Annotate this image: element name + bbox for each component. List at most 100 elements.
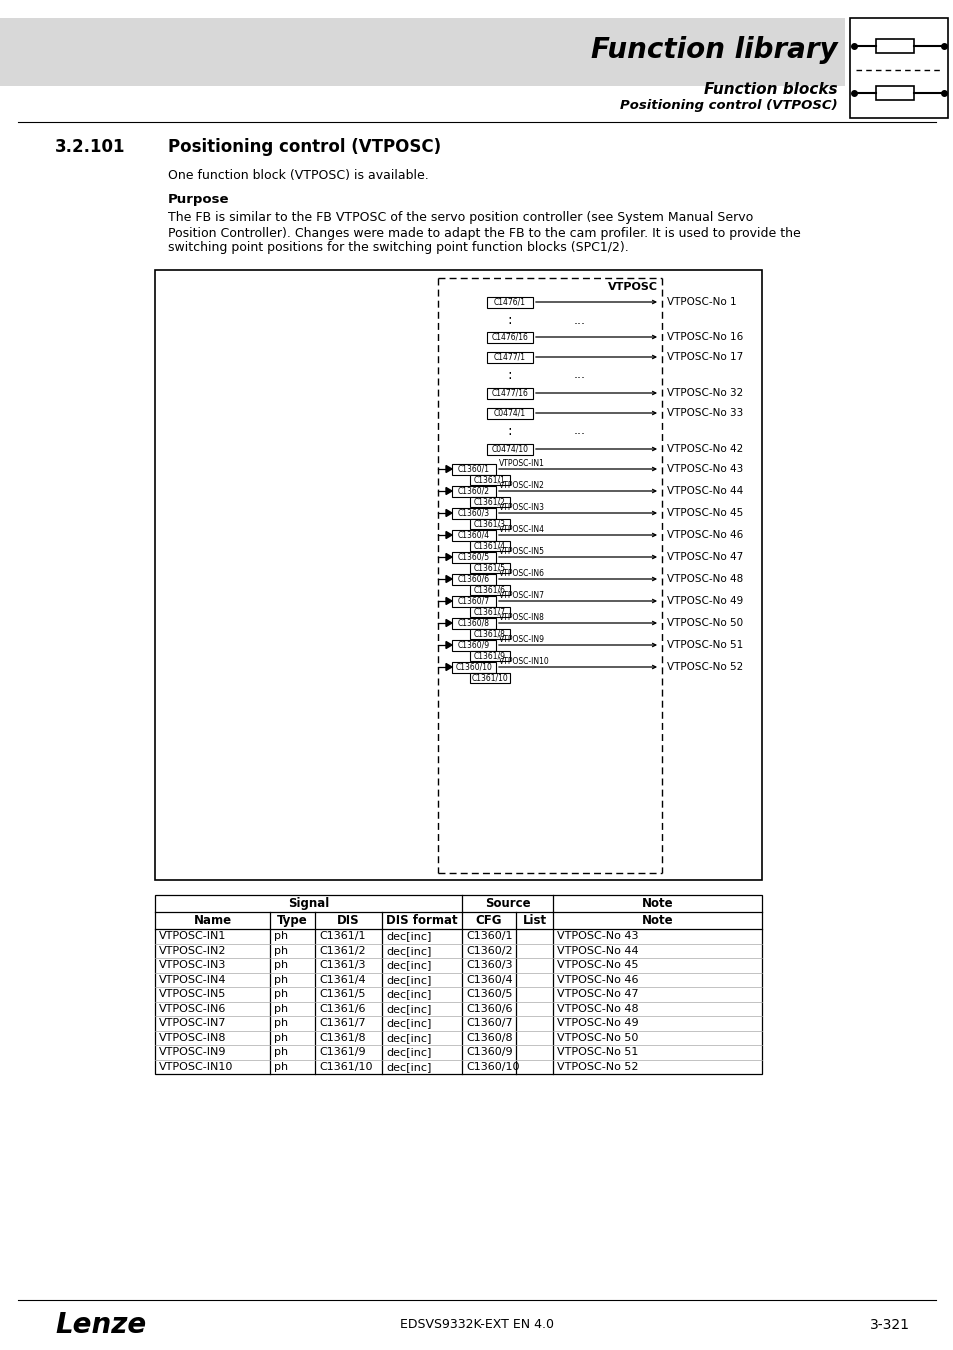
Polygon shape xyxy=(446,487,452,494)
Text: VTPOSC-No 44: VTPOSC-No 44 xyxy=(557,946,638,956)
Text: VTPOSC-No 50: VTPOSC-No 50 xyxy=(666,618,742,628)
Text: Note: Note xyxy=(641,896,673,910)
Text: VTPOSC-IN6: VTPOSC-IN6 xyxy=(159,1004,226,1014)
Bar xyxy=(470,608,510,617)
Text: C1361/9: C1361/9 xyxy=(474,652,505,660)
Text: C1361/10: C1361/10 xyxy=(471,674,508,683)
Text: C1360/9: C1360/9 xyxy=(465,1048,512,1057)
Polygon shape xyxy=(446,620,452,626)
Bar xyxy=(452,595,496,606)
Polygon shape xyxy=(446,598,452,605)
Text: VTPOSC-No 52: VTPOSC-No 52 xyxy=(666,662,742,672)
Text: Function library: Function library xyxy=(591,36,837,63)
Text: C1361/1: C1361/1 xyxy=(474,475,505,485)
Text: VTPOSC-No 49: VTPOSC-No 49 xyxy=(557,1018,638,1029)
Text: Lenze: Lenze xyxy=(55,1311,146,1339)
Text: VTPOSC-No 46: VTPOSC-No 46 xyxy=(557,975,638,984)
Text: VTPOSC-No 51: VTPOSC-No 51 xyxy=(666,640,742,649)
Text: C1361/6: C1361/6 xyxy=(318,1004,365,1014)
Text: C1476/16: C1476/16 xyxy=(491,332,528,342)
Text: VTPOSC-No 47: VTPOSC-No 47 xyxy=(557,990,638,999)
Text: VTPOSC-No 47: VTPOSC-No 47 xyxy=(666,552,742,562)
Text: CFG: CFG xyxy=(476,914,501,927)
Text: ...: ... xyxy=(574,369,585,382)
Bar xyxy=(875,86,913,100)
Text: One function block (VTPOSC) is available.: One function block (VTPOSC) is available… xyxy=(168,169,428,181)
Text: C1477/1: C1477/1 xyxy=(494,352,525,362)
Text: VTPOSC-No 48: VTPOSC-No 48 xyxy=(557,1004,638,1014)
Text: VTPOSC-IN4: VTPOSC-IN4 xyxy=(159,975,226,984)
Text: C1361/4: C1361/4 xyxy=(474,541,505,551)
Bar xyxy=(470,518,510,529)
Bar xyxy=(470,497,510,508)
Text: C1476/1: C1476/1 xyxy=(494,297,525,306)
Bar xyxy=(470,674,510,683)
Text: C1360/2: C1360/2 xyxy=(457,486,490,495)
Text: C1361/5: C1361/5 xyxy=(474,563,505,572)
Text: C1360/3: C1360/3 xyxy=(457,509,490,517)
Text: switching point positions for the switching point function blocks (SPC1/2).: switching point positions for the switch… xyxy=(168,242,628,255)
Text: 3.2.101: 3.2.101 xyxy=(55,138,126,157)
Text: 3-321: 3-321 xyxy=(869,1318,909,1332)
Text: ...: ... xyxy=(574,313,585,327)
Bar xyxy=(470,629,510,639)
Text: VTPOSC-No 17: VTPOSC-No 17 xyxy=(666,352,742,362)
Text: C1361/1: C1361/1 xyxy=(318,931,365,941)
Text: dec[inc]: dec[inc] xyxy=(386,975,431,984)
Text: VTPOSC-No 51: VTPOSC-No 51 xyxy=(557,1048,638,1057)
Text: Function blocks: Function blocks xyxy=(703,82,837,97)
Text: C0474/1: C0474/1 xyxy=(494,409,525,417)
Text: C1360/4: C1360/4 xyxy=(465,975,512,984)
Text: ph: ph xyxy=(274,990,288,999)
Text: EDSVS9332K-EXT EN 4.0: EDSVS9332K-EXT EN 4.0 xyxy=(399,1319,554,1331)
Text: VTPOSC-IN10: VTPOSC-IN10 xyxy=(498,657,549,666)
Bar xyxy=(486,332,533,343)
Bar xyxy=(486,297,533,308)
Bar xyxy=(452,617,496,629)
Text: C1360/8: C1360/8 xyxy=(465,1033,512,1042)
Bar xyxy=(470,651,510,661)
Text: VTPOSC-IN3: VTPOSC-IN3 xyxy=(498,504,544,512)
Text: VTPOSC-IN6: VTPOSC-IN6 xyxy=(498,568,544,578)
Bar xyxy=(452,486,496,497)
Bar xyxy=(486,387,533,398)
Bar xyxy=(154,895,761,1075)
Text: C1360/5: C1360/5 xyxy=(457,552,490,562)
Text: :: : xyxy=(507,313,512,327)
Text: VTPOSC-No 43: VTPOSC-No 43 xyxy=(557,931,638,941)
Polygon shape xyxy=(446,575,452,582)
Text: VTPOSC-IN4: VTPOSC-IN4 xyxy=(498,525,544,535)
Bar xyxy=(470,541,510,551)
Bar xyxy=(486,444,533,455)
Text: C1361/5: C1361/5 xyxy=(318,990,365,999)
Text: ph: ph xyxy=(274,946,288,956)
Text: ph: ph xyxy=(274,1048,288,1057)
Text: C1360/10: C1360/10 xyxy=(465,1061,519,1072)
Text: VTPOSC-IN1: VTPOSC-IN1 xyxy=(498,459,544,468)
Text: C1361/2: C1361/2 xyxy=(318,946,365,956)
Text: VTPOSC-IN9: VTPOSC-IN9 xyxy=(498,634,544,644)
Bar xyxy=(470,475,510,485)
Text: dec[inc]: dec[inc] xyxy=(386,990,431,999)
Text: ...: ... xyxy=(574,424,585,437)
Text: dec[inc]: dec[inc] xyxy=(386,931,431,941)
Text: C1361/10: C1361/10 xyxy=(318,1061,372,1072)
Text: dec[inc]: dec[inc] xyxy=(386,960,431,971)
Text: C1360/10: C1360/10 xyxy=(456,663,492,671)
Text: VTPOSC-No 45: VTPOSC-No 45 xyxy=(666,508,742,518)
Text: dec[inc]: dec[inc] xyxy=(386,1018,431,1029)
Text: dec[inc]: dec[inc] xyxy=(386,1033,431,1042)
Text: VTPOSC-IN2: VTPOSC-IN2 xyxy=(159,946,226,956)
Bar xyxy=(875,39,913,53)
Bar xyxy=(452,574,496,585)
Text: C1360/7: C1360/7 xyxy=(465,1018,512,1029)
Text: C1360/9: C1360/9 xyxy=(457,640,490,649)
Text: C1360/2: C1360/2 xyxy=(465,946,512,956)
Text: Position Controller). Changes were made to adapt the FB to the cam profiler. It : Position Controller). Changes were made … xyxy=(168,227,800,239)
Text: C1361/7: C1361/7 xyxy=(474,608,505,617)
Text: ph: ph xyxy=(274,975,288,984)
Text: DIS: DIS xyxy=(336,914,359,927)
Bar xyxy=(452,552,496,563)
Text: dec[inc]: dec[inc] xyxy=(386,1048,431,1057)
Text: C1360/1: C1360/1 xyxy=(465,931,512,941)
